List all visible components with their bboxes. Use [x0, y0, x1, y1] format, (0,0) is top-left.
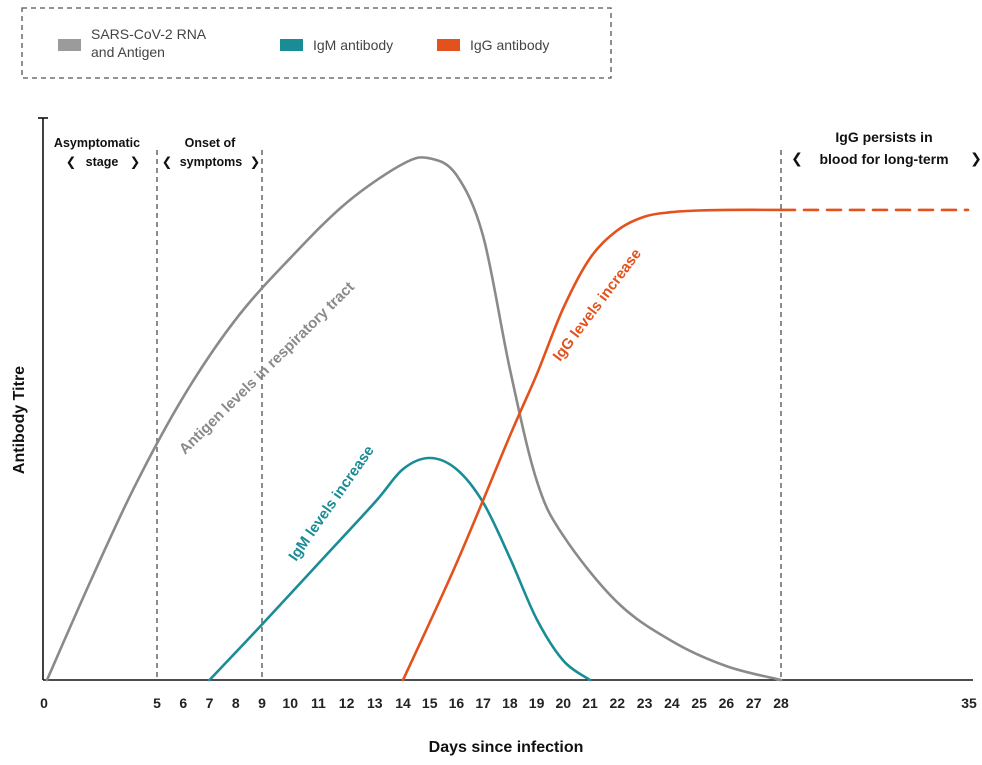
series-line-igm: [208, 456, 592, 682]
x-tick-label: 22: [609, 695, 625, 711]
phase-asymptomatic-line1: Asymptomatic: [54, 136, 140, 150]
bracket-left-icon: ❮: [162, 155, 172, 169]
x-tick-label: 21: [582, 695, 598, 711]
x-tick-label: 6: [179, 695, 187, 711]
phase-onset-line2: symptoms: [180, 155, 243, 169]
series-curves: [45, 156, 970, 682]
legend-border: [21, 7, 612, 79]
phase-markers: [156, 150, 782, 680]
legend: SARS-CoV-2 RNA and Antigen IgM antibody …: [21, 7, 612, 79]
x-tick-label: 24: [664, 695, 680, 711]
x-tick-label: 11: [311, 695, 326, 711]
x-tick-label: 10: [282, 695, 298, 711]
series-line-igg: [401, 208, 783, 682]
phase-persist-line2: blood for long-term: [819, 151, 948, 167]
x-tick-label: 19: [529, 695, 545, 711]
phase-onset-line1: Onset of: [185, 136, 237, 150]
phase-persist-line1: IgG persists in: [835, 129, 932, 145]
legend-label-igg: IgG antibody: [470, 37, 549, 53]
x-tick-label: 9: [258, 695, 266, 711]
x-tick-label: 18: [502, 695, 518, 711]
legend-swatch-igg: [437, 39, 460, 51]
curve-labels: Antigen levels in respiratory tract IgM …: [176, 246, 645, 565]
legend-label-igm: IgM antibody: [313, 37, 393, 53]
bracket-right-icon: ❯: [970, 150, 982, 167]
x-tick-label: 28: [773, 695, 789, 711]
x-tick-label: 13: [367, 695, 383, 711]
x-tick-label: 15: [422, 695, 438, 711]
bracket-left-icon: ❮: [791, 150, 803, 167]
x-axis-title: Days since infection: [429, 739, 584, 756]
x-tick-label: 8: [232, 695, 240, 711]
phase-asymptomatic-line2: stage: [86, 155, 119, 169]
x-tick-label: 23: [637, 695, 653, 711]
legend-swatch-igm: [280, 39, 303, 51]
x-tick-label: 5: [153, 695, 161, 711]
x-tick-label: 27: [746, 695, 762, 711]
bracket-right-icon: ❯: [130, 155, 140, 169]
x-tick-label: 35: [961, 695, 977, 711]
y-axis-title: Antibody Titre: [11, 366, 28, 474]
x-tick-label: 0: [40, 695, 48, 711]
axes: 0 5 6 7 8 9 10 11 12 13 14 15 16 17 18 19 20 21 22 23 24 25 26…: [38, 117, 977, 711]
bracket-left-icon: ❮: [66, 155, 76, 169]
series-label-antigen: Antigen levels in respiratory tract: [176, 279, 358, 458]
bracket-right-icon: ❯: [250, 155, 260, 169]
phase-labels: Asymptomatic stage ❮ ❯ Onset of symptoms…: [54, 129, 982, 169]
x-tick-label: 16: [449, 695, 465, 711]
series-label-igm: IgM levels increase: [285, 443, 377, 565]
x-tick-label: 7: [206, 695, 214, 711]
legend-label-antigen-line1: SARS-CoV-2 RNA: [91, 26, 207, 42]
legend-swatch-antigen: [58, 39, 81, 51]
x-tick-label: 26: [719, 695, 735, 711]
legend-label-antigen-line2: and Antigen: [91, 44, 165, 60]
series-line-antigen: [45, 156, 783, 682]
x-tick-label: 20: [555, 695, 571, 711]
x-axis-ticks: 0 5 6 7 8 9 10 11 12 13 14 15 16 17 18 19 20 21 22 23 24 25 26…: [40, 695, 977, 711]
x-tick-label: 14: [395, 695, 411, 711]
x-tick-label: 12: [339, 695, 355, 711]
x-tick-label: 25: [691, 695, 707, 711]
x-tick-label: 17: [475, 695, 491, 711]
